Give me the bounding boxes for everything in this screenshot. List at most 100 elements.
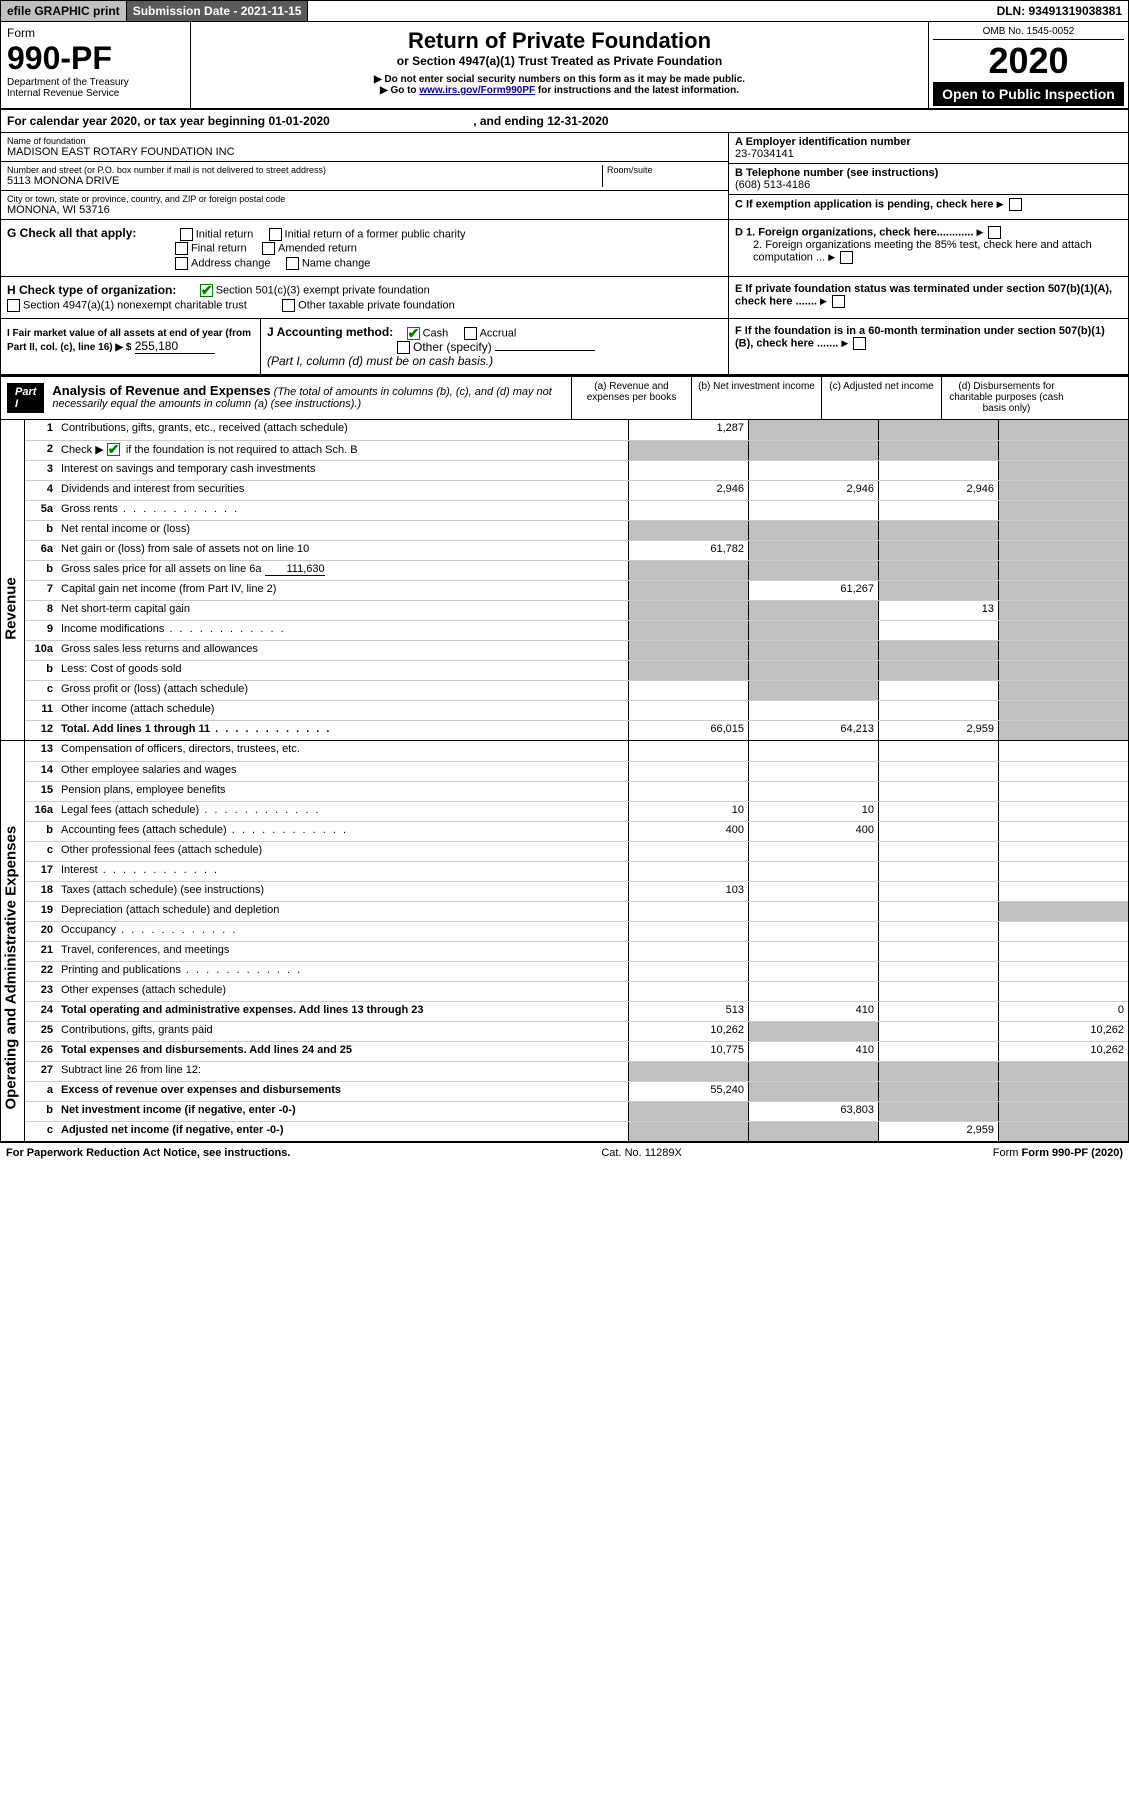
j-other-checkbox[interactable]	[397, 341, 410, 354]
h-501c3-checkbox[interactable]	[200, 284, 213, 297]
l13-b	[748, 741, 878, 761]
l21-d: Travel, conferences, and meetings	[57, 942, 628, 961]
col-b-hdr: (b) Net investment income	[691, 377, 821, 419]
h-o2: Section 4947(a)(1) nonexempt charitable …	[23, 299, 247, 311]
h-other-checkbox[interactable]	[282, 299, 295, 312]
l9-n: 9	[25, 621, 57, 640]
footer-form: Form 990-PF (2020)	[1022, 1147, 1123, 1159]
l26-n: 26	[25, 1042, 57, 1061]
l6b-d-cell	[998, 561, 1128, 580]
l4-c: 2,946	[878, 481, 998, 500]
g-amended-checkbox[interactable]	[262, 242, 275, 255]
l17-d-cell	[998, 862, 1128, 881]
l27-d-cell	[998, 1062, 1128, 1081]
d2-checkbox[interactable]	[840, 251, 853, 264]
l12-a: 66,015	[628, 721, 748, 740]
l4-n: 4	[25, 481, 57, 500]
part1-title: Analysis of Revenue and Expenses	[52, 383, 270, 398]
footer-right: Form Form 990-PF (2020)	[993, 1147, 1123, 1159]
top-spacer	[308, 1, 990, 21]
ein-val: 23-7034141	[735, 148, 794, 160]
l27a-n: a	[25, 1082, 57, 1101]
l27a-a: 55,240	[628, 1082, 748, 1101]
l14-a	[628, 762, 748, 781]
g-section: G Check all that apply: Initial return I…	[1, 220, 728, 276]
l2-d-cell	[998, 441, 1128, 460]
l6a-d: Net gain or (loss) from sale of assets n…	[57, 541, 628, 560]
g-initial-former-checkbox[interactable]	[269, 228, 282, 241]
l10a-c	[878, 641, 998, 660]
h-4947-checkbox[interactable]	[7, 299, 20, 312]
l12-d-cell	[998, 721, 1128, 740]
j-accrual-checkbox[interactable]	[464, 327, 477, 340]
f-txt: F If the foundation is in a 60-month ter…	[735, 325, 1105, 349]
l10a-a	[628, 641, 748, 660]
line-9: 9 Income modifications	[25, 620, 1128, 640]
l7-b: 61,267	[748, 581, 878, 600]
expenses-rows: 13 Compensation of officers, directors, …	[25, 741, 1128, 1141]
g-initial-checkbox[interactable]	[180, 228, 193, 241]
efile-label[interactable]: efile GRAPHIC print	[1, 1, 127, 21]
irs: Internal Revenue Service	[7, 88, 184, 99]
l13-d-cell	[998, 741, 1128, 761]
line-16b: b Accounting fees (attach schedule) 4004…	[25, 821, 1128, 841]
g-final-checkbox[interactable]	[175, 242, 188, 255]
l5a-a	[628, 501, 748, 520]
l25-d-cell: 10,262	[998, 1022, 1128, 1041]
l3-d: Interest on savings and temporary cash i…	[57, 461, 628, 480]
d1-checkbox[interactable]	[988, 226, 1001, 239]
form-link[interactable]: www.irs.gov/Form990PF	[419, 85, 535, 96]
l15-n: 15	[25, 782, 57, 801]
warn2-wrap: ▶ Go to www.irs.gov/Form990PF for instru…	[197, 85, 922, 96]
l13-d: Compensation of officers, directors, tru…	[57, 741, 628, 761]
l1-c	[878, 420, 998, 440]
l26-a: 10,775	[628, 1042, 748, 1061]
col-c-hdr: (c) Adjusted net income	[821, 377, 941, 419]
l23-c	[878, 982, 998, 1001]
form-title: Return of Private Foundation	[197, 28, 922, 54]
l16a-n: 16a	[25, 802, 57, 821]
tel-cell: B Telephone number (see instructions) (6…	[729, 164, 1128, 195]
line-10b: b Less: Cost of goods sold	[25, 660, 1128, 680]
revenue-grid: Revenue 1 Contributions, gifts, grants, …	[0, 420, 1129, 741]
header-right: OMB No. 1545-0052 2020 Open to Public In…	[928, 22, 1128, 108]
footer: For Paperwork Reduction Act Notice, see …	[0, 1142, 1129, 1163]
l2-checkbox[interactable]	[107, 443, 120, 456]
l10b-d: Less: Cost of goods sold	[57, 661, 628, 680]
ein-cell: A Employer identification number 23-7034…	[729, 133, 1128, 164]
l19-a	[628, 902, 748, 921]
j-cash-checkbox[interactable]	[407, 327, 420, 340]
arrow-icon	[828, 251, 837, 263]
l27c-b	[748, 1122, 878, 1141]
line-12: 12 Total. Add lines 1 through 11 66,015 …	[25, 720, 1128, 740]
dln: DLN: 93491319038381	[991, 1, 1128, 21]
l6a-b	[748, 541, 878, 560]
tel-val: (608) 513-4186	[735, 179, 810, 191]
l6a-c	[878, 541, 998, 560]
j-cash: Cash	[423, 327, 449, 339]
l15-b	[748, 782, 878, 801]
l20-a	[628, 922, 748, 941]
c-checkbox[interactable]	[1009, 198, 1022, 211]
g-opt-0: Initial return	[196, 228, 253, 240]
l5a-b	[748, 501, 878, 520]
g-name-checkbox[interactable]	[286, 257, 299, 270]
g-lbl: G Check all that apply:	[7, 226, 136, 240]
l10c-b	[748, 681, 878, 700]
l6b-txt: Gross sales price for all assets on line…	[61, 563, 262, 575]
line-10a: 10a Gross sales less returns and allowan…	[25, 640, 1128, 660]
l21-a	[628, 942, 748, 961]
line-22: 22 Printing and publications	[25, 961, 1128, 981]
g-opt-3: Amended return	[278, 243, 357, 255]
l4-a: 2,946	[628, 481, 748, 500]
l6a-a: 61,782	[628, 541, 748, 560]
l6b-d: Gross sales price for all assets on line…	[57, 561, 628, 580]
g-address-checkbox[interactable]	[175, 257, 188, 270]
e-checkbox[interactable]	[832, 295, 845, 308]
foundation-name: MADISON EAST ROTARY FOUNDATION INC	[7, 146, 235, 158]
l22-d: Printing and publications	[57, 962, 628, 981]
l5a-d-cell	[998, 501, 1128, 520]
l15-c	[878, 782, 998, 801]
f-checkbox[interactable]	[853, 337, 866, 350]
l10c-a	[628, 681, 748, 700]
